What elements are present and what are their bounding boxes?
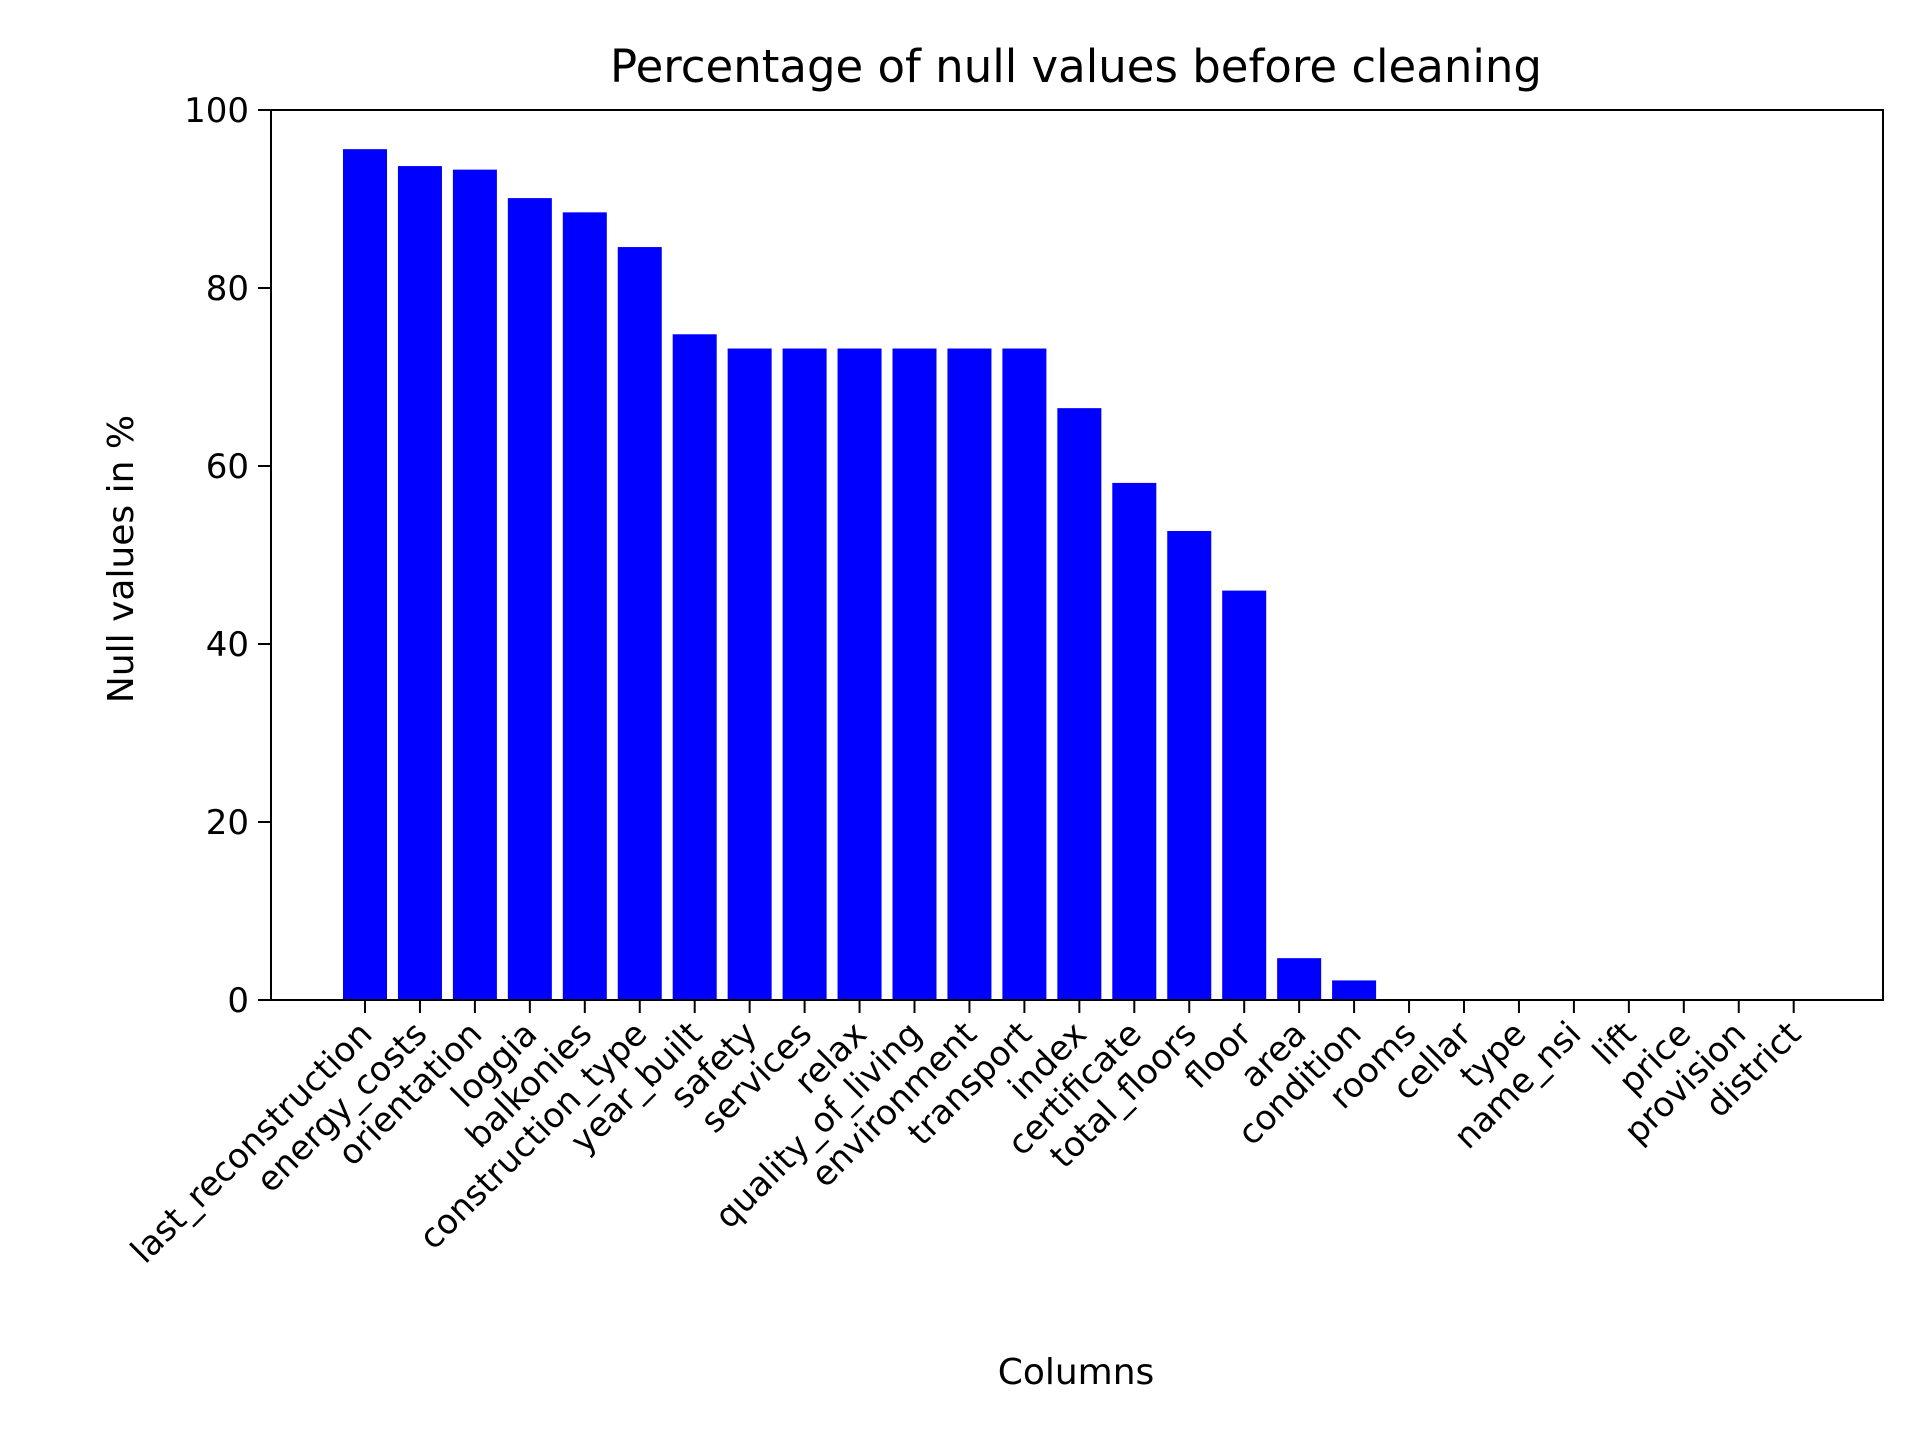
bar-loggia — [507, 198, 552, 1001]
bar-year_built — [672, 334, 717, 1000]
bar-energy_costs — [397, 166, 442, 1000]
bar-quality_of_living — [892, 348, 937, 1000]
y-tick-label: 60 — [206, 447, 249, 487]
bar-safety — [727, 348, 772, 1000]
bar-last_reconstruction — [343, 149, 387, 1000]
y-ticks-group: 0 20 40 60 80 100 — [184, 91, 271, 1021]
bar-index — [1057, 408, 1102, 1000]
x-axis-label: Columns — [998, 1352, 1155, 1393]
y-tick-label: 80 — [206, 269, 249, 309]
y-axis-label: Null values in % — [101, 415, 142, 703]
y-tick-label: 100 — [184, 91, 249, 131]
bar-certificate — [1112, 482, 1157, 1000]
y-tick-label: 40 — [206, 625, 249, 665]
bar-area — [1277, 958, 1322, 1000]
bar-transport — [1002, 348, 1047, 1000]
bar-condition — [1332, 980, 1377, 1000]
plot-frame — [270, 109, 1884, 1001]
y-tick-label: 20 — [206, 803, 249, 843]
bar-total_floors — [1167, 530, 1212, 1000]
bar-services — [782, 348, 827, 1000]
x-ticks-group: last_reconstructionenergy_costsorientati… — [123, 1000, 1809, 1271]
bar-orientation — [452, 169, 497, 1000]
bar-relax — [837, 348, 882, 1000]
y-tick-label: 0 — [227, 981, 249, 1021]
chart-title: Percentage of null values before cleanin… — [610, 40, 1542, 93]
bar-construction_type — [617, 247, 662, 1000]
bar-environment — [947, 348, 992, 1000]
bar-balkonies — [562, 212, 607, 1001]
bars-group — [343, 149, 1377, 1001]
bar-floor — [1222, 590, 1267, 1000]
